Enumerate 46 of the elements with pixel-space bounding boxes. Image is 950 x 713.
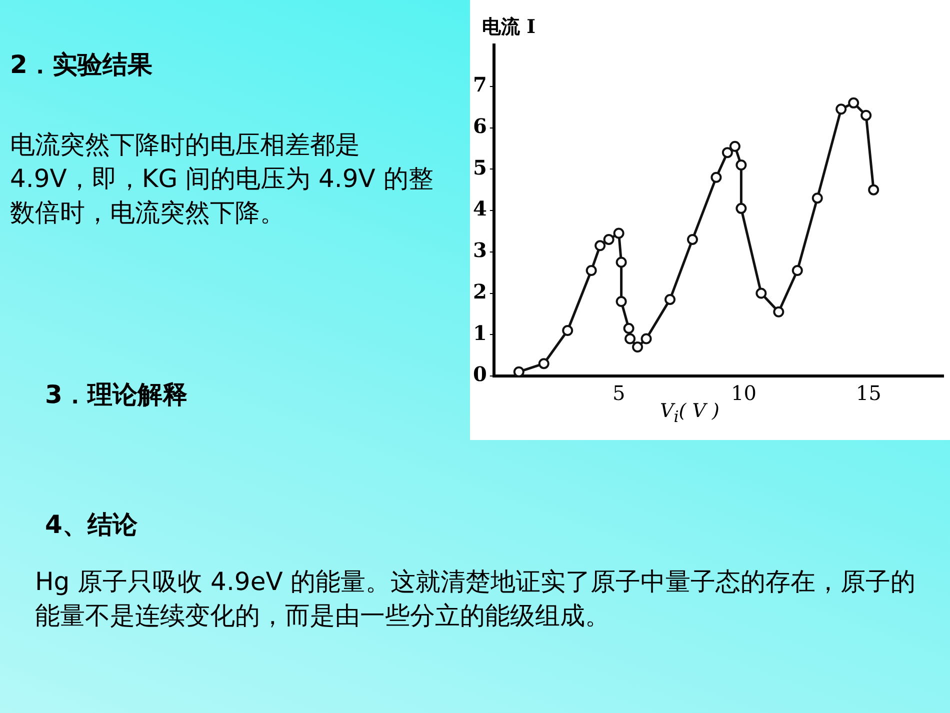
point <box>722 147 733 158</box>
point <box>586 264 597 276</box>
point <box>686 234 698 245</box>
y-tick-label: 4 <box>472 196 487 221</box>
point <box>868 184 880 196</box>
point <box>848 97 860 108</box>
point <box>736 159 747 170</box>
y-tick-label: 3 <box>472 238 487 262</box>
y-tick-label: 6 <box>472 114 487 138</box>
point <box>624 333 636 344</box>
y-tick-label: 2 <box>472 279 487 304</box>
x-tick-label: 15 <box>856 381 882 406</box>
point <box>538 358 550 370</box>
text: Hg 原子只吸收 4.9eV 的能量。这就清楚地证实了原子中量子态的存在，原子的能量不是连续变化的，而是由一些分立的能级组成。 <box>35 566 917 632</box>
text: 4、结论 <box>45 509 138 541</box>
text: 2．实验结果 <box>10 49 154 81</box>
text: 电流突然下降时的电压相差都是 4.9V，即，KG 间的电压为 4.9V 的整数倍时，电流突然下降。 <box>10 129 434 229</box>
point <box>640 333 652 344</box>
point <box>773 306 784 318</box>
point <box>664 294 676 305</box>
point <box>836 104 847 115</box>
point <box>613 228 624 239</box>
y-axis-title: 电流 I <box>482 15 536 40</box>
point <box>710 172 722 183</box>
point <box>594 240 606 252</box>
y-tick-label: 1 <box>472 320 487 345</box>
y-tick-label: 7 <box>472 72 487 97</box>
point <box>616 296 627 308</box>
x-tick-label: 5 <box>612 381 626 406</box>
point <box>632 342 644 353</box>
point <box>812 192 823 204</box>
point <box>562 324 574 336</box>
text: 3．理论解释 <box>45 379 188 411</box>
y-tick-label: 0 <box>472 362 487 386</box>
point <box>736 202 747 214</box>
x-tick-label: 10 <box>730 381 756 406</box>
y-tick-label: 5 <box>472 155 487 180</box>
x-axis-title: V$_{i}$( V ) <box>660 400 720 426</box>
point <box>603 234 614 245</box>
point <box>623 322 634 334</box>
point <box>860 110 872 121</box>
point <box>616 256 627 268</box>
point <box>729 140 740 152</box>
point <box>756 288 767 299</box>
point <box>513 366 524 376</box>
point <box>792 264 803 276</box>
